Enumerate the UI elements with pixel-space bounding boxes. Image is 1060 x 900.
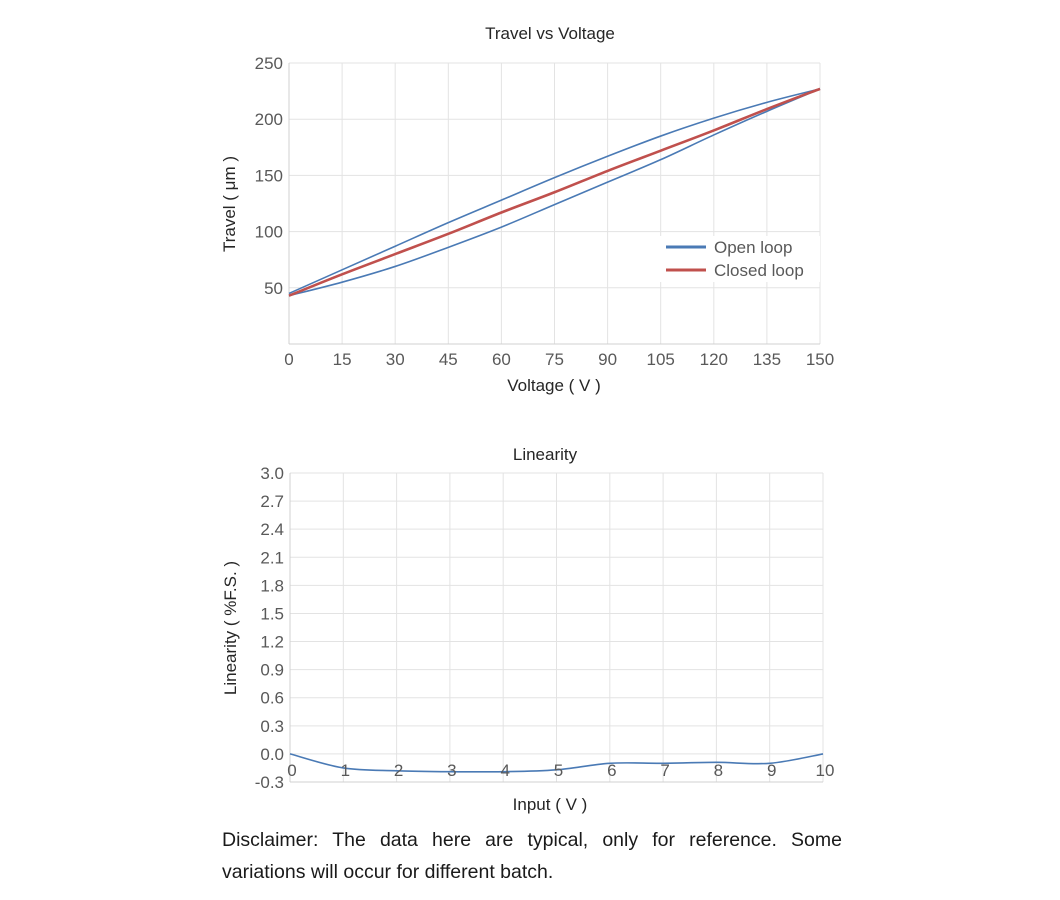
series-lines xyxy=(288,87,821,297)
y-axis-label: Travel ( μm ) xyxy=(220,156,239,252)
series-line-closed-loop xyxy=(288,87,821,297)
y-tick-label: 0.3 xyxy=(260,717,284,736)
gridlines xyxy=(289,472,824,783)
y-tick-label: 1.8 xyxy=(260,576,284,595)
x-tick-label: 105 xyxy=(647,350,675,369)
linearity-chart: Linearity Input ( V ) Linearity ( %F.S. … xyxy=(221,445,834,814)
x-tick-label: 30 xyxy=(386,350,405,369)
y-tick-label: 2.7 xyxy=(260,492,284,511)
series-line-open-loop xyxy=(288,88,821,295)
y-tick-label: 0.0 xyxy=(260,745,284,764)
chart-title: Linearity xyxy=(513,445,578,464)
x-tick-label: 1 xyxy=(341,761,350,780)
series-lines xyxy=(289,753,824,773)
y-tick-label: 3.0 xyxy=(260,464,284,483)
x-tick-label: 0 xyxy=(284,350,293,369)
legend: Open loop Closed loop xyxy=(660,236,820,282)
x-tick-label: 8 xyxy=(714,761,723,780)
y-tick-label: 250 xyxy=(255,54,283,73)
x-tick-label: 75 xyxy=(545,350,564,369)
y-tick-label: 150 xyxy=(255,166,283,185)
y-tick-label: 0.9 xyxy=(260,661,284,680)
x-tick-label: 150 xyxy=(806,350,834,369)
legend-closed-loop: Closed loop xyxy=(714,261,804,280)
x-tick-label: 120 xyxy=(700,350,728,369)
series-line-linearity xyxy=(289,753,824,773)
y-tick-label: 200 xyxy=(255,110,283,129)
y-tick-label: 100 xyxy=(255,223,283,242)
x-tick-label: 0 xyxy=(287,761,296,780)
x-axis-label: Voltage ( V ) xyxy=(507,376,601,395)
x-tick-label: 6 xyxy=(607,761,616,780)
gridlines xyxy=(288,62,821,345)
x-tick-label: 10 xyxy=(816,761,835,780)
x-tick-label: 135 xyxy=(753,350,781,369)
y-tick-label: 1.2 xyxy=(260,633,284,652)
travel-vs-voltage-chart: Travel vs Voltage 0 15 30 45 60 75 90 105 120 135… xyxy=(220,24,834,395)
disclaimer-text: Disclaimer: The data here are typical, o… xyxy=(222,829,842,883)
y-tick-label: 50 xyxy=(264,279,283,298)
y-tick-label: 2.1 xyxy=(260,548,284,567)
y-tick-label: -0.3 xyxy=(255,773,284,792)
x-tick-label: 45 xyxy=(439,350,458,369)
y-tick-label: 2.4 xyxy=(260,520,284,539)
x-tick-label: 15 xyxy=(333,350,352,369)
y-tick-label: 0.6 xyxy=(260,689,284,708)
x-axis-label: Input ( V ) xyxy=(513,795,588,814)
x-tick-label: 5 xyxy=(554,761,563,780)
x-tick-label: 3 xyxy=(447,761,456,780)
x-tick-label: 60 xyxy=(492,350,511,369)
y-axis-label: Linearity ( %F.S. ) xyxy=(221,561,240,695)
x-tick-label: 4 xyxy=(500,761,509,780)
x-tick-label: 2 xyxy=(394,761,403,780)
series-line-open-loop xyxy=(288,88,821,297)
y-tick-label: 1.5 xyxy=(260,604,284,623)
chart-title: Travel vs Voltage xyxy=(485,24,615,43)
axis-ticks: 0 1 2 3 4 5 6 7 8 9 10 -0.3 0.0 0.3 0.6 0.9 1.2 1.5 1.8 2.1… xyxy=(255,464,835,792)
x-tick-label: 7 xyxy=(660,761,669,780)
x-tick-label: 90 xyxy=(598,350,617,369)
x-tick-label: 9 xyxy=(767,761,776,780)
axis-ticks: 0 15 30 45 60 75 90 105 120 135 150 50 100 150 200 250 xyxy=(255,54,835,369)
legend-open-loop: Open loop xyxy=(714,238,792,257)
